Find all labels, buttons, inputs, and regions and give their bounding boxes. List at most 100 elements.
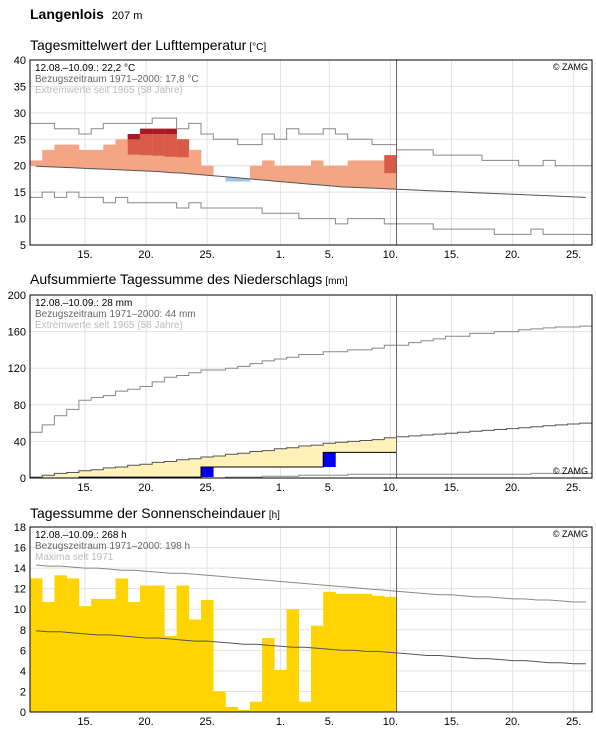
temperature-day-bar	[91, 149, 104, 169]
sunshine-day-bar	[274, 669, 287, 712]
precipitation-y-tick-label: 160	[8, 327, 26, 339]
precipitation-deficit-bar	[42, 475, 55, 478]
temperature-extreme-min-line	[30, 191, 592, 235]
temperature-day-bar	[274, 165, 287, 182]
sunshine-day-bar	[66, 578, 80, 712]
sunshine-y-tick-label: 10	[14, 604, 26, 616]
precipitation-deficit-bar	[274, 448, 287, 468]
sunshine-y-tick-label: 2	[20, 686, 26, 698]
precipitation-deficit-bar	[359, 440, 373, 453]
temperature-copyright: © ZAMG	[553, 62, 588, 72]
precipitation-legend-line: Bezugszeitraum 1971–2000: 44 mm	[35, 309, 196, 320]
sunshine-day-bar	[213, 691, 226, 712]
sunshine-day-bar	[262, 638, 275, 712]
temperature-y-tick-label: 25	[14, 134, 26, 146]
precipitation-y-tick-label: 200	[8, 290, 26, 302]
precipitation-deficit-bar	[66, 472, 80, 478]
precipitation-deficit-bar	[115, 467, 129, 478]
temperature-x-tick-label: 1.	[276, 249, 285, 261]
precipitation-deficit-bar	[201, 456, 214, 468]
precipitation-sum-line	[30, 451, 397, 479]
sunshine-x-tick-label: 25.	[200, 716, 215, 728]
sunshine-day-bar	[54, 575, 67, 712]
temperature-day-bar	[323, 165, 336, 186]
sunshine-x-tick-label: 10.	[383, 716, 398, 728]
sunshine-day-bar	[152, 585, 165, 712]
precipitation-y-tick-label: 40	[14, 436, 26, 448]
precipitation-deficit-bar	[164, 461, 177, 478]
sunshine-day-bar	[359, 593, 373, 712]
precipitation-normal-line	[30, 422, 592, 478]
temperature-y-tick-label: 40	[14, 55, 26, 67]
precipitation-x-tick-label: 20.	[505, 482, 520, 494]
precipitation-deficit-bar	[323, 443, 336, 453]
precipitation-deficit-bar	[384, 437, 397, 453]
precipitation-plot-border	[29, 294, 593, 479]
sunshine-day-bar	[335, 593, 348, 712]
temperature-hot-bar	[152, 128, 165, 134]
temperature-unit: [°C]	[249, 42, 267, 53]
precipitation-x-tick-label: 25.	[566, 482, 581, 494]
precipitation-legend-line: Extremwerte seit 1965 (58 Jahre)	[35, 320, 183, 331]
temperature-day-bar	[347, 160, 361, 188]
precipitation-deficit-bar	[372, 439, 385, 453]
sunshine-day-bar	[115, 578, 129, 712]
sunshine-x-tick-label: 25.	[566, 716, 581, 728]
sunshine-day-bar	[42, 602, 55, 712]
temperature-title: Tagesmittelwert der Lufttemperatur [°C]	[30, 37, 266, 53]
temperature-y-tick-label: 30	[14, 108, 26, 120]
sunshine-y-tick-label: 6	[20, 645, 26, 657]
sunshine-y-tick-label: 14	[14, 563, 26, 575]
precipitation-title: Aufsummierte Tagessumme des Niederschlag…	[30, 271, 348, 287]
precipitation-x-tick-label: 1.	[276, 482, 285, 494]
sunshine-day-bar	[311, 625, 324, 712]
precipitation-deficit-bar	[176, 459, 190, 478]
sunshine-day-bar	[91, 598, 104, 712]
temperature-warm-bar	[152, 128, 165, 156]
temperature-y-tick-label: 10	[14, 214, 26, 226]
temperature-x-tick-label: 10.	[383, 249, 398, 261]
precipitation-deficit-bar	[188, 458, 202, 478]
precipitation-unit: [mm]	[325, 276, 348, 287]
sunshine-copyright: © ZAMG	[553, 529, 588, 539]
precipitation-x-tick-label: 10.	[383, 482, 398, 494]
sunshine-day-bar	[164, 635, 177, 712]
precipitation-deficit-bar	[139, 464, 153, 478]
precipitation-x-tick-label: 5.	[325, 482, 334, 494]
precipitation-legend-line: 12.08.–10.09.: 28 mm	[35, 298, 132, 309]
precipitation-deficit-bar	[311, 445, 324, 468]
precipitation-deficit-bar	[335, 442, 348, 453]
temperature-day-bar	[103, 144, 116, 170]
sunshine-maxima-line	[36, 564, 586, 603]
sunshine-day-bar	[139, 585, 153, 712]
temperature-day-bar	[30, 160, 43, 167]
precipitation-deficit-bar	[225, 454, 238, 468]
precipitation-deficit-bar	[249, 451, 263, 468]
precipitation-copyright: © ZAMG	[553, 466, 588, 476]
sunshine-day-bar	[372, 595, 385, 712]
precipitation-deficit-bar	[78, 470, 92, 478]
temperature-y-tick-label: 5	[20, 240, 26, 252]
sunshine-day-bar	[201, 599, 214, 712]
temperature-y-tick-label: 35	[14, 81, 26, 93]
sunshine-day-bar	[103, 598, 116, 712]
sunshine-plot-border	[29, 526, 593, 713]
temperature-x-tick-label: 15.	[77, 249, 92, 261]
sunshine-day-bar	[298, 701, 312, 712]
temperature-extreme-max-line	[30, 117, 592, 167]
temperature-day-bar	[335, 165, 348, 187]
temperature-day-bar	[237, 178, 251, 182]
station-altitude: 207 m	[111, 10, 143, 22]
temperature-day-bar	[188, 149, 202, 175]
precipitation-extreme-max-line	[30, 325, 592, 433]
temperature-hot-bar	[127, 134, 141, 140]
precipitation-deficit-bar	[152, 462, 165, 478]
sunshine-x-tick-label: 15.	[77, 716, 92, 728]
precipitation-deficit-bar	[127, 465, 141, 478]
sunshine-day-bar	[78, 606, 92, 712]
sunshine-chart: 18 16 14 12 10 8 6 4 2 0 15. 20. 25. 1. 5. 10. 15. 20. 25.…	[14, 522, 593, 728]
sunshine-day-bar	[127, 602, 141, 712]
sunshine-y-tick-label: 4	[20, 666, 26, 678]
precipitation-chart: 200 160 120 80 40 0 15. 20. 25. 1. 5. 10. 15. 20. 25. 1…	[8, 290, 593, 494]
temperature-x-tick-label: 25.	[566, 249, 581, 261]
